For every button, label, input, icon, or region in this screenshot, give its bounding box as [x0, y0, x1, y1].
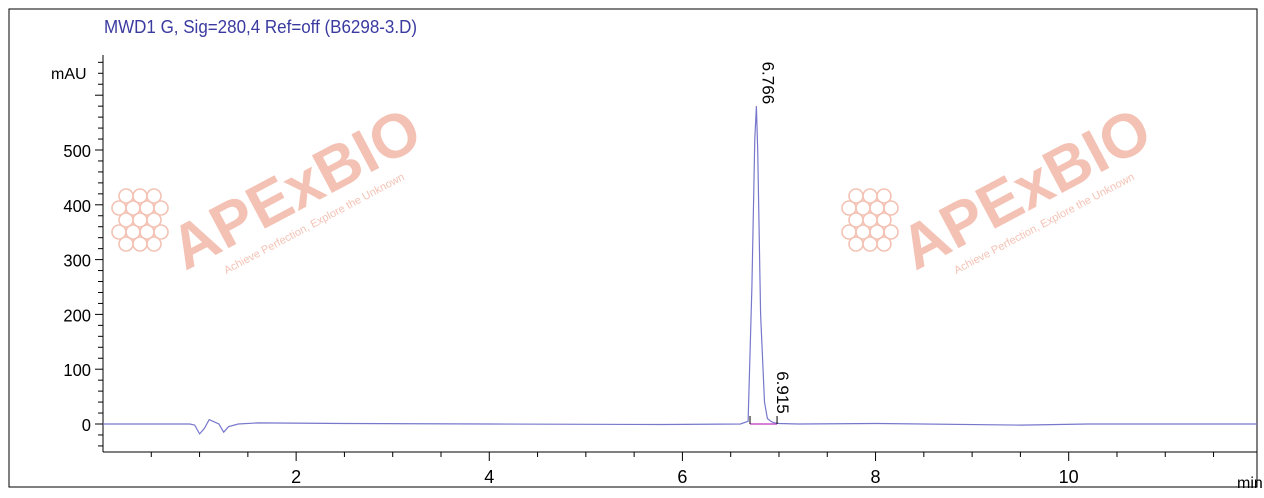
chart-frame: [8, 8, 1258, 488]
x-tick-label: 2: [291, 467, 301, 487]
signal-trace: [103, 106, 1257, 435]
watermark-flower-icon: [111, 188, 169, 252]
peak-label: 6.915: [773, 371, 792, 414]
x-tick-label: 6: [677, 467, 687, 487]
watermark-flower-icon: [841, 188, 899, 252]
x-tick-label: 10: [1059, 467, 1079, 487]
axes-layer: 0 100 200 300 400 500 2 4 6 8 10: [63, 55, 1257, 487]
y-tick-label: 0: [82, 414, 91, 435]
chart-title: MWD1 G, Sig=280,4 Ref=off (B6298-3.D): [104, 17, 417, 37]
y-tick-label: 500: [63, 140, 91, 161]
peak-label-layer: 6.766 6.915: [758, 62, 791, 414]
trace-layer: [103, 106, 1257, 435]
y-tick-label: 200: [63, 305, 91, 326]
y-tick-label: 100: [63, 360, 91, 381]
x-tick-label: 4: [484, 467, 494, 487]
y-axis-label: mAU: [51, 66, 87, 83]
y-tick-label: 400: [63, 195, 91, 216]
y-tick-label: 300: [63, 250, 91, 271]
x-axis-label: min: [1237, 475, 1263, 492]
peak-label: 6.766: [758, 62, 777, 105]
x-tick-label: 8: [871, 467, 881, 487]
